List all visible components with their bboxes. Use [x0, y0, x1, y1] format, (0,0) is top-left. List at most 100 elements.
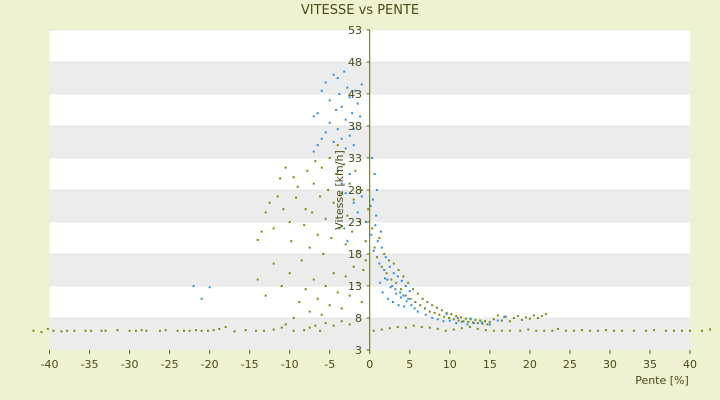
data-point [332, 201, 335, 204]
data-point [411, 288, 414, 291]
data-point [520, 318, 523, 321]
data-point [46, 327, 49, 330]
data-point [200, 329, 203, 332]
data-point [336, 291, 339, 294]
x-tick-label: 5 [406, 358, 413, 371]
data-point [399, 296, 402, 299]
data-point [324, 322, 327, 325]
data-point [320, 137, 323, 140]
data-point [364, 240, 367, 243]
data-point [272, 328, 275, 331]
data-point [492, 318, 495, 321]
data-point [116, 329, 119, 332]
data-point [556, 327, 559, 330]
x-tick-label: 10 [443, 358, 457, 371]
data-point [332, 324, 335, 327]
data-point [420, 325, 423, 328]
data-point [332, 272, 335, 275]
data-point [200, 297, 203, 300]
x-tick-label: -30 [121, 358, 139, 371]
data-point [580, 329, 583, 332]
data-point [319, 195, 322, 198]
data-point [395, 281, 398, 284]
data-point [455, 315, 458, 318]
data-point [308, 246, 311, 249]
data-point [188, 329, 191, 332]
data-point [343, 70, 346, 73]
data-point [604, 329, 607, 332]
data-point [596, 329, 599, 332]
data-point [66, 329, 69, 332]
data-point [395, 292, 398, 295]
data-point [351, 230, 354, 233]
data-point [338, 93, 341, 95]
data-point [60, 330, 63, 333]
data-point [503, 315, 506, 318]
data-point [486, 323, 489, 326]
data-point [379, 230, 382, 233]
data-point [460, 327, 463, 330]
data-point [284, 323, 287, 326]
data-point [516, 315, 519, 318]
data-point [256, 278, 259, 281]
data-point [448, 317, 451, 319]
data-point [316, 233, 319, 236]
data-point [379, 281, 382, 284]
data-point [409, 297, 412, 300]
data-point [373, 246, 376, 249]
data-point [367, 208, 370, 211]
data-point [343, 227, 346, 230]
data-point [332, 73, 335, 76]
data-point [354, 169, 357, 172]
data-point [348, 134, 351, 137]
data-point [388, 327, 391, 330]
data-point [346, 240, 349, 243]
y-axis-label: Vitesse [km/h] [333, 150, 346, 230]
data-point [412, 324, 415, 327]
data-point [264, 211, 267, 214]
data-point [314, 160, 317, 163]
data-point [364, 259, 367, 262]
data-point [304, 288, 307, 291]
data-point [348, 294, 351, 297]
data-point [448, 319, 451, 322]
data-point [343, 163, 346, 166]
data-point [424, 313, 427, 316]
data-point [352, 144, 355, 147]
x-ticks: -40 -35 -30 -25 -20 -15 -10 -5 0 5 10 15 20 25 30 35 40 [41, 350, 697, 371]
data-point [346, 86, 349, 89]
data-point [381, 291, 384, 294]
data-point [328, 304, 331, 307]
y-tick-label: 53 [348, 24, 362, 37]
data-point [540, 315, 543, 318]
data-point [481, 322, 484, 325]
data-point [324, 81, 327, 84]
data-point [375, 214, 378, 217]
data-point [455, 322, 458, 325]
data-point [399, 288, 402, 291]
data-point [344, 192, 347, 195]
data-point [352, 198, 355, 201]
data-point [324, 217, 327, 220]
data-point [689, 329, 691, 332]
data-point [528, 317, 531, 320]
data-point [346, 214, 349, 217]
data-point [344, 243, 347, 246]
data-point [496, 314, 499, 317]
x-tick-label: -5 [324, 358, 335, 371]
data-point [352, 265, 355, 268]
data-point [369, 205, 372, 207]
data-point [371, 157, 374, 159]
data-point [404, 326, 407, 329]
data-point [292, 329, 295, 332]
data-point [284, 166, 287, 169]
data-point [378, 262, 381, 265]
data-point [387, 259, 390, 262]
data-point [519, 329, 522, 332]
data-point [407, 281, 410, 284]
data-point [436, 318, 439, 321]
data-point [440, 309, 443, 312]
data-point [527, 328, 530, 331]
data-point [457, 319, 460, 322]
